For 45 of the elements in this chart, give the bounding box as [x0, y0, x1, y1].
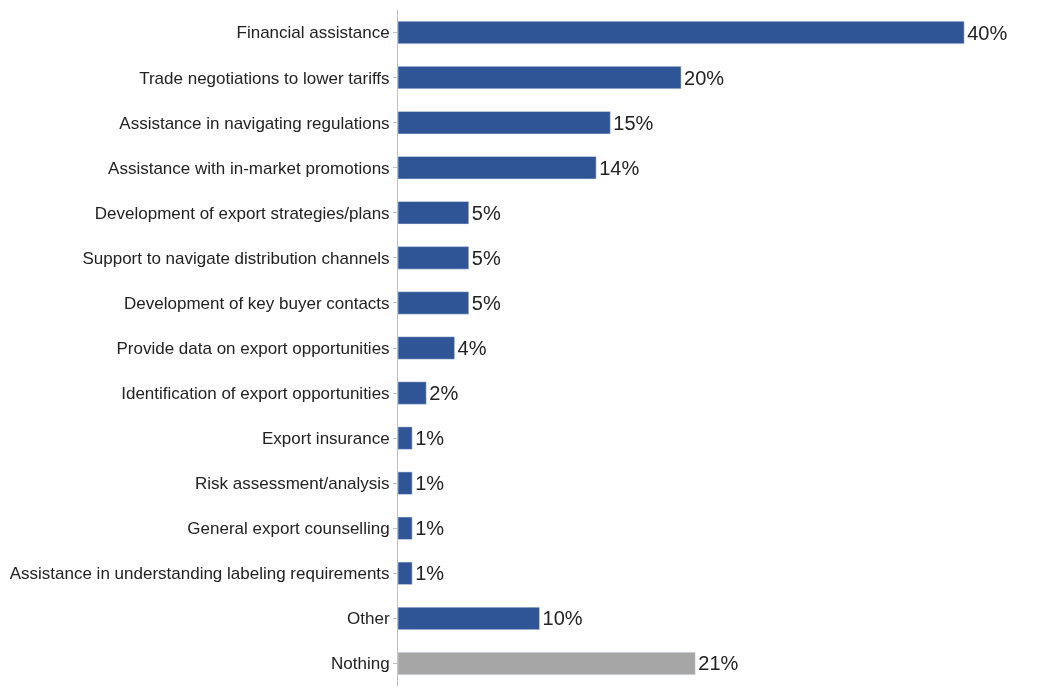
data-label: 1% [415, 517, 445, 540]
data-label: 15% [613, 111, 654, 134]
data-label: 40% [967, 21, 1008, 44]
bar [398, 66, 682, 90]
data-label: 21% [698, 652, 739, 675]
bar [398, 246, 470, 270]
data-label: 2% [429, 382, 459, 405]
data-label: 4% [457, 337, 487, 359]
data-label: 1% [415, 562, 445, 585]
bar [398, 426, 413, 450]
y-tick-label: Assistance in navigating regulations [119, 113, 390, 133]
bar [398, 606, 540, 630]
data-label: 5% [471, 201, 501, 224]
bar [398, 336, 455, 360]
bar [398, 516, 413, 540]
data-label: 1% [415, 472, 445, 495]
y-tick-label: Export insurance [262, 429, 390, 449]
y-tick-label: Development of export strategies/plans [94, 203, 390, 223]
bar [398, 21, 965, 45]
data-label: 14% [599, 156, 640, 179]
data-label: 10% [542, 607, 583, 630]
y-tick-label: General export counselling [187, 519, 390, 539]
bar [398, 381, 427, 405]
y-tick-label: Assistance with in-market promotions [108, 158, 390, 178]
data-label: 1% [415, 427, 445, 450]
bar [398, 111, 611, 135]
y-tick-label: Nothing [330, 654, 390, 674]
y-tick-label: Other [347, 609, 390, 629]
bar [398, 561, 413, 585]
bar [398, 291, 470, 315]
bar [398, 471, 413, 495]
y-tick-label: Trade negotiations to lower tariffs [139, 68, 390, 88]
y-tick-label: Development of key buyer contacts [124, 293, 390, 313]
data-label: 5% [471, 246, 501, 269]
data-label: 5% [471, 291, 501, 314]
y-tick-label: Risk assessment/analysis [194, 474, 390, 494]
y-tick-label: Support to navigate distribution channels [82, 248, 390, 268]
y-tick-label: Identification of export opportunities [121, 384, 390, 404]
y-tick-label: Provide data on export opportunities [116, 338, 390, 358]
bar [398, 156, 597, 180]
data-label: 20% [684, 66, 725, 89]
bar [398, 651, 696, 675]
y-tick-label: Financial assistance [236, 23, 390, 43]
y-tick-label: Assistance in understanding labeling requirements [9, 564, 390, 584]
bar [398, 201, 470, 225]
